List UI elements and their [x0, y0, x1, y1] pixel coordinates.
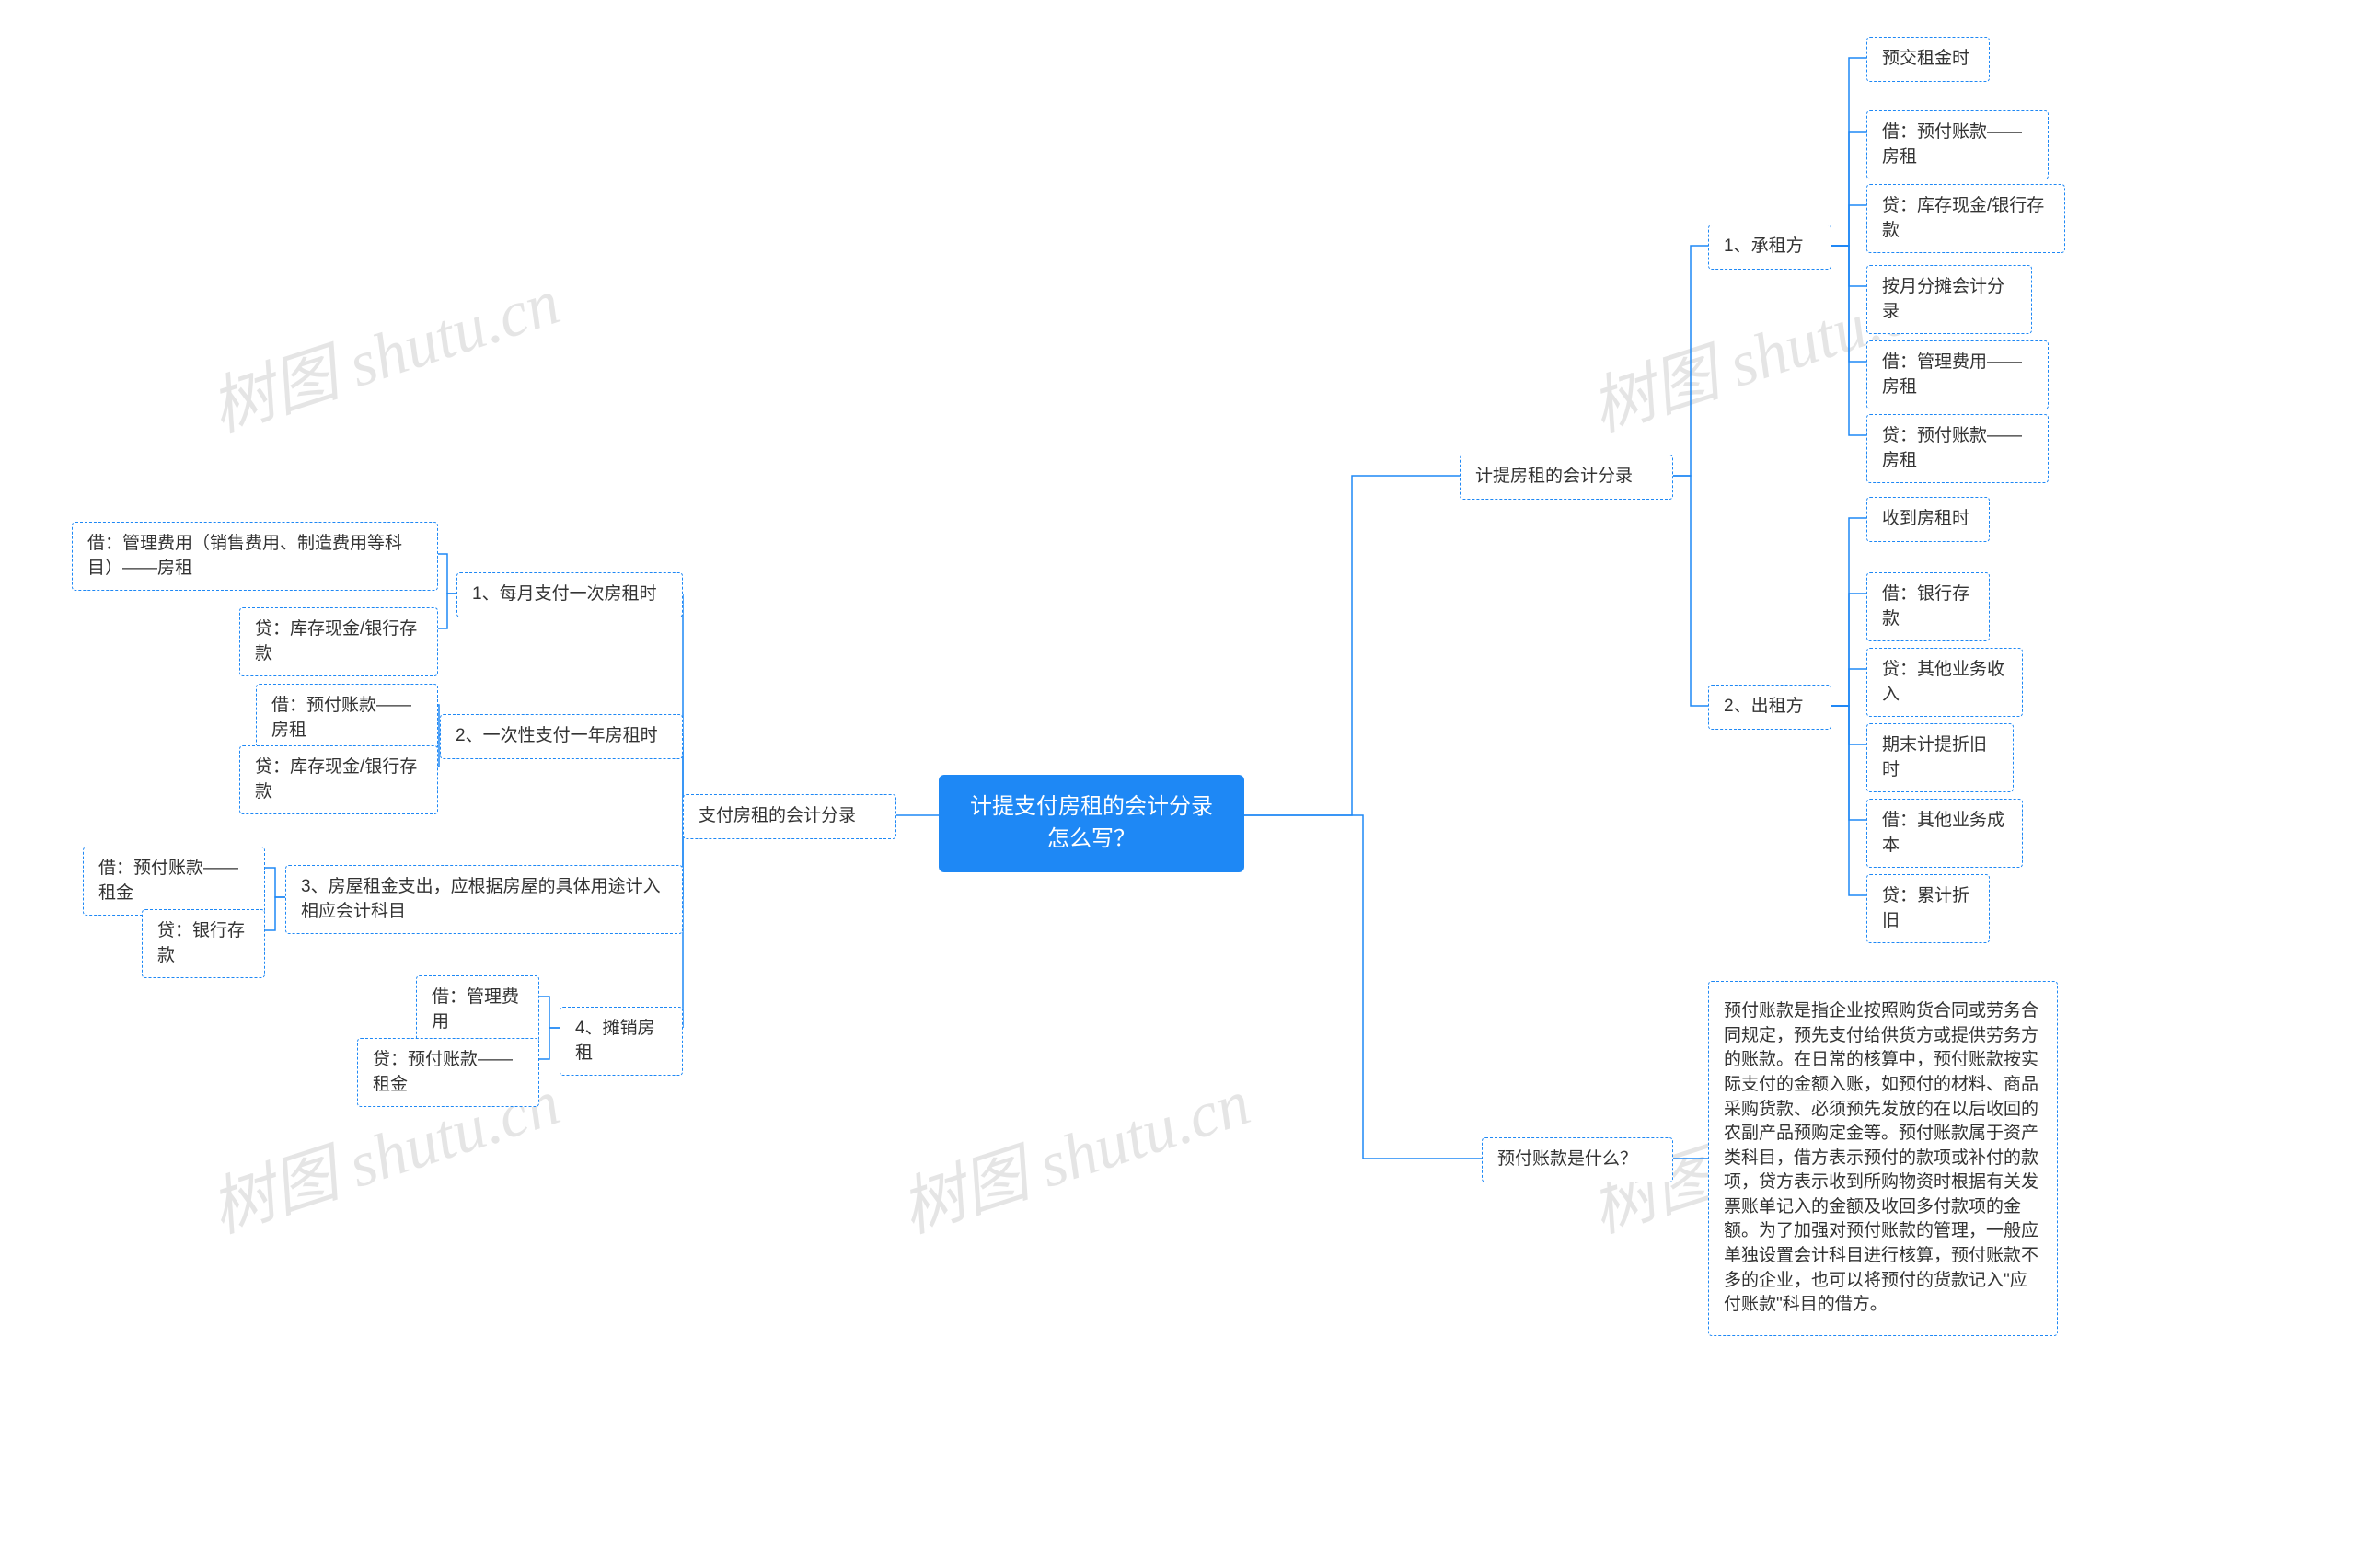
node-r2e: 借：其他业务成本: [1866, 799, 2023, 868]
node-l1a: 借：管理费用（销售费用、制造费用等科目）——房租: [72, 522, 438, 591]
node-l2: 2、一次性支付一年房租时: [440, 714, 683, 759]
node-l3: 3、房屋租金支出，应根据房屋的具体用途计入相应会计科目: [285, 865, 683, 934]
node-r2c: 贷：其他业务收入: [1866, 648, 2023, 717]
node-l4: 4、摊销房租: [560, 1007, 683, 1076]
watermark: 树图 shutu.cn: [197, 250, 570, 450]
node-l2b: 贷：库存现金/银行存款: [239, 745, 438, 814]
watermark: 树图 shutu.cn: [887, 1051, 1260, 1251]
node-l1b: 贷：库存现金/银行存款: [239, 607, 438, 676]
node-r1a: 预交租金时: [1866, 37, 1990, 82]
node-desc: 预付账款是指企业按照购货合同或劳务合同规定，预先支付给供货方或提供劳务方的账款。…: [1708, 981, 2058, 1336]
node-r1: 1、承租方: [1708, 225, 1831, 270]
node-r2: 2、出租方: [1708, 685, 1831, 730]
node-r2d: 期末计提折旧时: [1866, 723, 2014, 792]
node-right-parent2: 预付账款是什么？: [1482, 1137, 1673, 1182]
node-l3a: 借：预付账款——租金: [83, 847, 265, 916]
node-l1: 1、每月支付一次房租时: [456, 572, 683, 617]
node-left-parent: 支付房租的会计分录: [683, 794, 896, 839]
node-l4a: 借：管理费用: [416, 975, 539, 1044]
node-l2a: 借：预付账款——房租: [256, 684, 438, 753]
node-r2a: 收到房租时: [1866, 497, 1990, 542]
node-r1e: 借：管理费用——房租: [1866, 340, 2049, 409]
root-node: 计提支付房租的会计分录怎么写？: [939, 775, 1244, 872]
node-l4b: 贷：预付账款——租金: [357, 1038, 539, 1107]
node-r1f: 贷：预付账款——房租: [1866, 414, 2049, 483]
mindmap-canvas: { "colors": { "root_bg": "#1e88f5", "roo…: [0, 0, 2356, 1568]
node-r1b: 借：预付账款——房租: [1866, 110, 2049, 179]
node-r1c: 贷：库存现金/银行存款: [1866, 184, 2065, 253]
node-right-parent1: 计提房租的会计分录: [1460, 455, 1673, 500]
node-r2f: 贷：累计折旧: [1866, 874, 1990, 943]
node-l3b: 贷：银行存款: [142, 909, 265, 978]
node-r1d: 按月分摊会计分录: [1866, 265, 2032, 334]
node-r2b: 借：银行存款: [1866, 572, 1990, 641]
